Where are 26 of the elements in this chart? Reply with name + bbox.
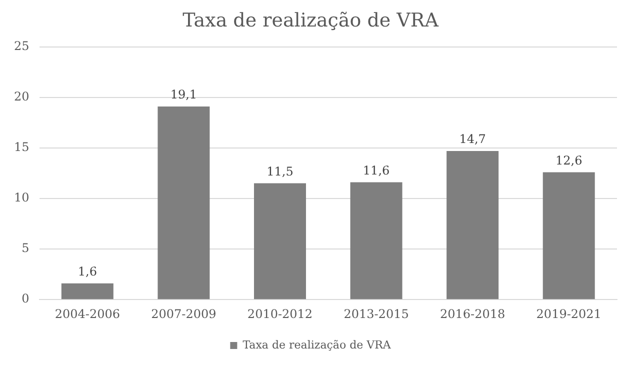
x-tick-label: 2010-2012	[247, 306, 313, 321]
bar	[158, 106, 210, 300]
legend-label: Taxa de realização de VRA	[242, 338, 392, 352]
data-label: 14,7	[459, 132, 486, 146]
y-tick-label: 5	[22, 241, 30, 256]
bar	[254, 183, 306, 300]
y-tick-label: 15	[14, 140, 30, 154]
data-label: 19,1	[170, 88, 198, 102]
data-label: 11,5	[266, 164, 294, 178]
y-tick-label: 25	[14, 38, 30, 53]
bar	[446, 150, 499, 300]
x-tick-label: 2013-2015	[344, 306, 409, 321]
y-tick-label: 10	[14, 190, 30, 205]
data-label: 11,6	[362, 163, 390, 178]
y-tick-label: 20	[14, 89, 30, 104]
data-label: 12,6	[555, 153, 582, 168]
bar	[61, 283, 114, 300]
x-tick-label: 2007-2009	[151, 306, 216, 321]
y-tick-label: 0	[22, 292, 30, 306]
x-tick-label: 2019-2021	[536, 306, 602, 321]
x-tick-label: 2004-2006	[54, 306, 120, 321]
bar	[350, 182, 402, 300]
x-tick-label: 2016-2018	[440, 306, 506, 321]
bar	[542, 172, 595, 300]
data-label: 1,6	[78, 264, 97, 279]
chart-title: Taxa de realização de VRA	[182, 9, 439, 32]
